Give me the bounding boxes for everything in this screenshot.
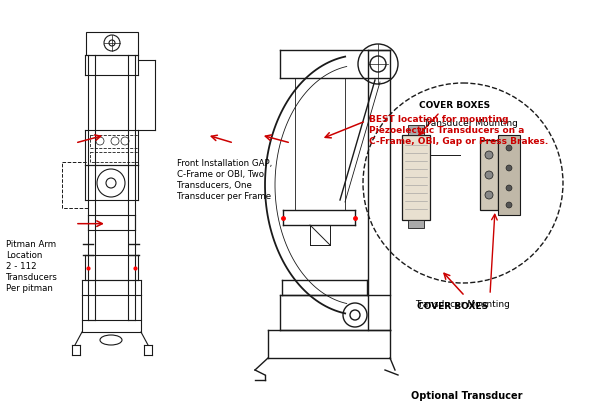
FancyBboxPatch shape [402, 135, 430, 220]
Text: COVER BOXES: COVER BOXES [419, 100, 491, 110]
Circle shape [506, 145, 512, 151]
Text: BEST location for mounting
Piezoelectric Transducers on a
C-Frame, OBI, Gap or P: BEST location for mounting Piezoelectric… [369, 115, 548, 146]
FancyBboxPatch shape [480, 140, 498, 210]
Text: Optional Transducer
Cover Boxes (see Price List): Optional Transducer Cover Boxes (see Pri… [411, 391, 565, 403]
Text: COVER BOXES: COVER BOXES [418, 302, 488, 311]
FancyBboxPatch shape [498, 135, 520, 215]
Text: Transducer Mounting: Transducer Mounting [424, 119, 518, 128]
Circle shape [485, 171, 493, 179]
FancyBboxPatch shape [408, 125, 424, 135]
Circle shape [485, 191, 493, 199]
Text: Front Installation GAP,
C-Frame or OBI, Two
Transducers, One
Transducer per Fram: Front Installation GAP, C-Frame or OBI, … [177, 159, 272, 202]
Circle shape [506, 185, 512, 191]
FancyBboxPatch shape [408, 220, 424, 228]
Circle shape [485, 151, 493, 159]
Circle shape [506, 165, 512, 171]
Text: Transducer Mounting: Transducer Mounting [416, 300, 511, 309]
Text: Pitman Arm
Location
2 - 112
Transducers
Per pitman: Pitman Arm Location 2 - 112 Transducers … [6, 240, 58, 293]
Circle shape [506, 202, 512, 208]
